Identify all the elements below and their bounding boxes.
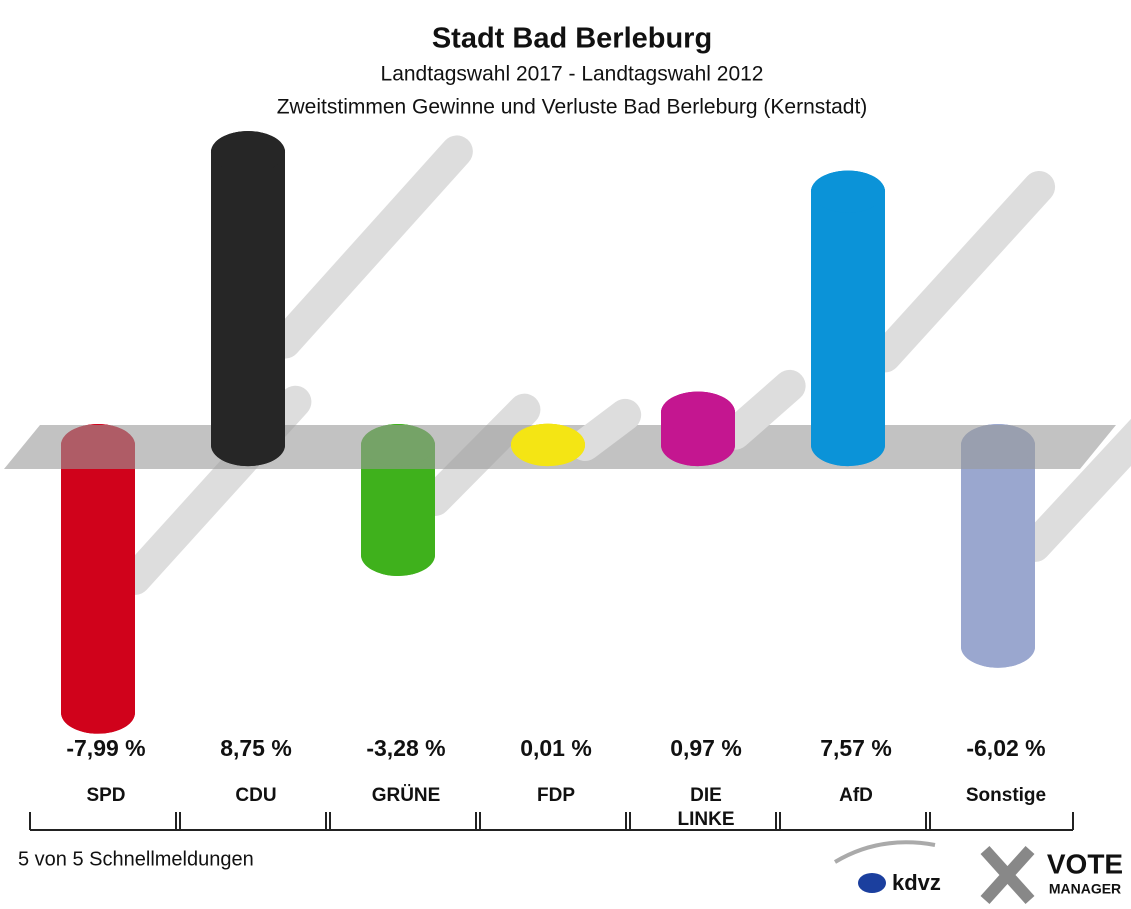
x-tick-label: CDU — [235, 785, 276, 806]
bar-shadow — [569, 398, 642, 462]
logo-text: kdvz — [892, 870, 941, 895]
value-label: -7,99 % — [66, 735, 145, 761]
x-tick-label: GRÜNE — [372, 785, 441, 806]
logo-x — [980, 845, 1035, 905]
bar-shadow — [719, 369, 806, 450]
bar — [61, 424, 135, 734]
bar — [811, 170, 885, 467]
bar-shadow — [869, 170, 1056, 373]
value-label: -3,28 % — [366, 735, 445, 761]
x-tick-label: AfD — [839, 785, 873, 806]
logo-swoosh — [833, 840, 936, 864]
value-label: -6,02 % — [966, 735, 1045, 761]
footnote: 5 von 5 Schnellmeldungen — [18, 848, 254, 870]
bar — [211, 131, 285, 467]
chart-title: Stadt Bad Berleburg — [432, 23, 712, 55]
value-label: 0,01 % — [520, 735, 592, 761]
brackets — [29, 812, 1074, 831]
bar-shadow — [1019, 418, 1131, 562]
bar-cap — [661, 391, 735, 434]
bar — [961, 424, 1035, 668]
logo-text: VOTE — [1047, 848, 1123, 879]
bar-cap — [211, 131, 285, 174]
positive-bars — [211, 131, 1056, 467]
chart-subtitle: Zweitstimmen Gewinne und Verluste Bad Be… — [277, 96, 868, 119]
x-tick-label: FDP — [537, 785, 575, 806]
x-tick-label: DIE LINKE — [678, 785, 735, 830]
value-label: 7,57 % — [820, 735, 892, 761]
labels: -7,99 % SPD 8,75 % CDU -3,28 % GRÜNE 0,01 % FDP… — [66, 735, 1046, 830]
bar-shadow — [269, 135, 473, 359]
logo-text: MANAGER — [1049, 881, 1121, 897]
bar-cap — [511, 423, 585, 466]
x-tick-label: Sonstige — [966, 785, 1046, 806]
chart-subtitle: Landtagswahl 2017 - Landtagswahl 2012 — [381, 63, 764, 86]
value-label: 8,75 % — [220, 735, 292, 761]
x-tick-label: SPD — [86, 785, 125, 806]
logo-dot — [858, 873, 886, 893]
bar-cap — [811, 170, 885, 213]
value-label: 0,97 % — [670, 735, 742, 761]
